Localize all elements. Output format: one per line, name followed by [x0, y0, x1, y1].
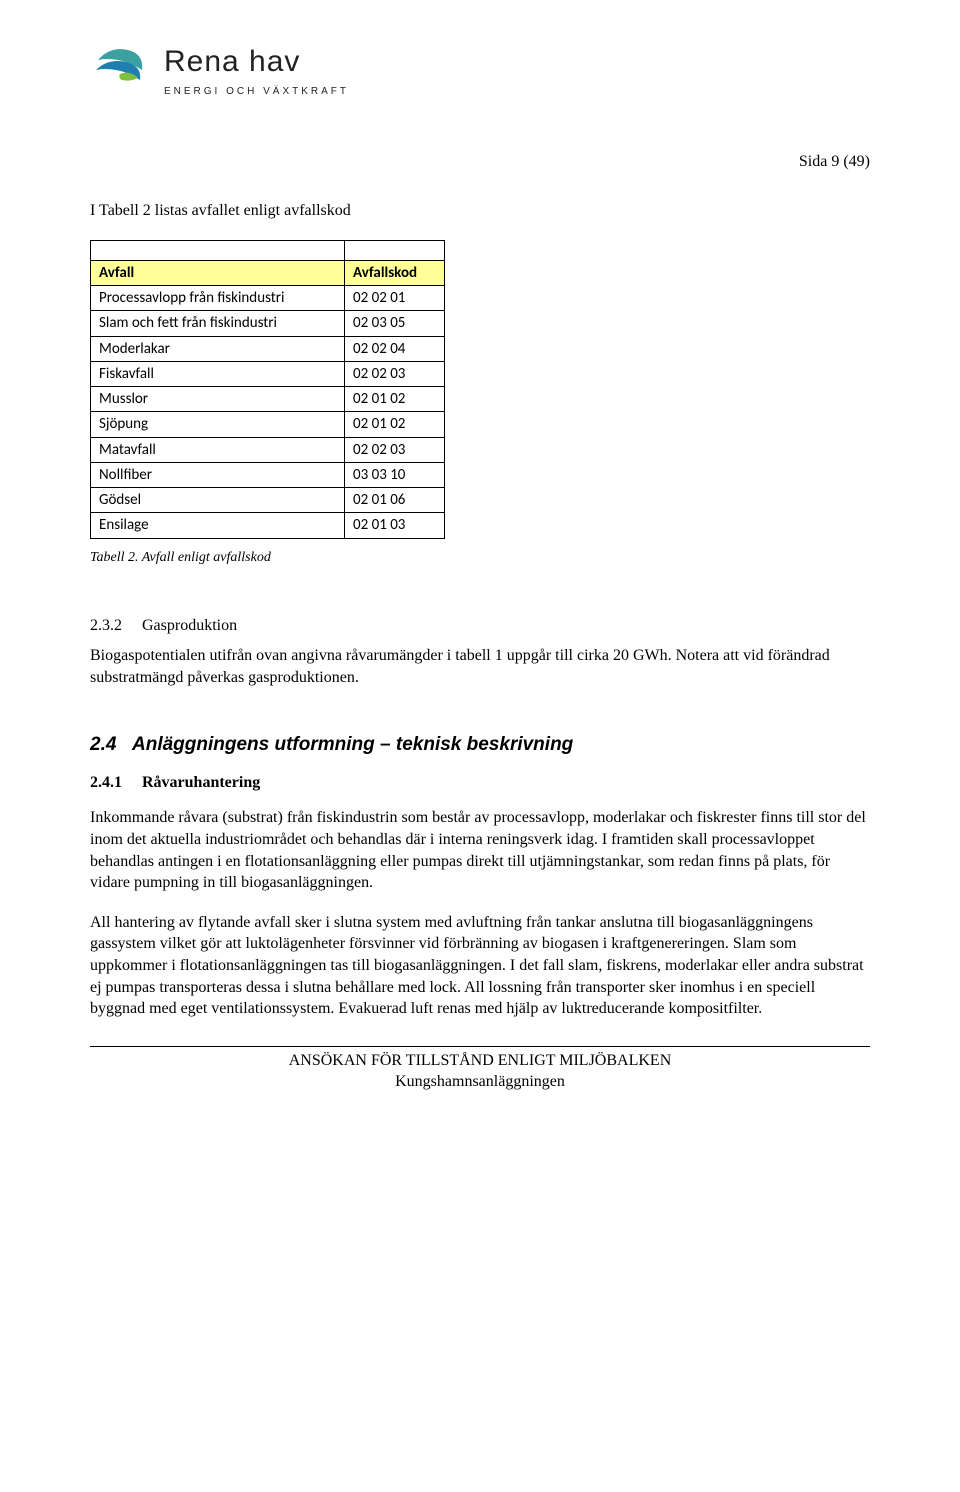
table-cell: Matavfall	[91, 437, 345, 462]
page-number: Sida 9 (49)	[90, 151, 870, 173]
section-241-p2: All hantering av flytande avfall sker i …	[90, 912, 870, 1020]
table-cell: Nollfiber	[91, 462, 345, 487]
footer-divider	[90, 1046, 870, 1047]
heading-title: Råvaruhantering	[142, 774, 260, 791]
table-cell: 02 01 06	[345, 488, 445, 513]
heading-number: 2.4	[90, 732, 132, 758]
intro-text: I Tabell 2 listas avfallet enligt avfall…	[90, 200, 870, 222]
table-cell: Musslor	[91, 387, 345, 412]
table-header-row: Avfall Avfallskod	[91, 260, 445, 285]
table-cell: 02 02 03	[345, 437, 445, 462]
table-cell: Fiskavfall	[91, 361, 345, 386]
table-cell: 03 03 10	[345, 462, 445, 487]
table-cell: 02 02 04	[345, 336, 445, 361]
table-cell: 02 02 01	[345, 286, 445, 311]
table-row: Ensilage02 01 03	[91, 513, 445, 538]
table-cell: 02 03 05	[345, 311, 445, 336]
logo-title: Rena hav	[164, 42, 349, 83]
table-header-cell: Avfall	[91, 260, 345, 285]
table-cell: Sjöpung	[91, 412, 345, 437]
heading-title: Anläggningens utformning – teknisk beskr…	[132, 734, 573, 755]
footer-line1: ANSÖKAN FÖR TILLSTÅND ENLIGT MILJÖBALKEN	[90, 1051, 870, 1072]
heading-title: Gasproduktion	[142, 617, 237, 634]
table-cell: Moderlakar	[91, 336, 345, 361]
table-row: Musslor02 01 02	[91, 387, 445, 412]
footer-line2: Kungshamnsanläggningen	[90, 1072, 870, 1093]
heading-24: 2.4Anläggningens utformning – teknisk be…	[90, 732, 870, 758]
table-row: Nollfiber03 03 10	[91, 462, 445, 487]
avfall-table: Avfall Avfallskod Processavlopp från fis…	[90, 240, 445, 539]
section-232-body: Biogaspotentialen utifrån ovan angivna r…	[90, 645, 870, 688]
heading-number: 2.3.2	[90, 615, 142, 637]
table-cell: Ensilage	[91, 513, 345, 538]
logo-subtitle: ENERGI OCH VÄXTKRAFT	[164, 85, 349, 99]
table-cell: Gödsel	[91, 488, 345, 513]
table-cell: 02 01 02	[345, 412, 445, 437]
table-cell: 02 01 02	[345, 387, 445, 412]
heading-241: 2.4.1Råvaruhantering	[90, 772, 870, 794]
section-241-p1: Inkommande råvara (substrat) från fiskin…	[90, 807, 870, 893]
logo-mark	[90, 40, 150, 101]
heading-232: 2.3.2Gasproduktion	[90, 615, 870, 637]
table-row: Sjöpung02 01 02	[91, 412, 445, 437]
table-row: Fiskavfall02 02 03	[91, 361, 445, 386]
logo-text: Rena hav ENERGI OCH VÄXTKRAFT	[164, 42, 349, 98]
table-row: Moderlakar02 02 04	[91, 336, 445, 361]
table-caption: Tabell 2. Avfall enligt avfallskod	[90, 549, 870, 568]
heading-number: 2.4.1	[90, 772, 142, 794]
table-row: Processavlopp från fiskindustri02 02 01	[91, 286, 445, 311]
table-row: Slam och fett från fiskindustri02 03 05	[91, 311, 445, 336]
table-cell: 02 01 03	[345, 513, 445, 538]
table-cell: Processavlopp från fiskindustri	[91, 286, 345, 311]
table-cell: 02 02 03	[345, 361, 445, 386]
table-header-cell: Avfallskod	[345, 260, 445, 285]
table-row: Matavfall02 02 03	[91, 437, 445, 462]
table-blank-row	[91, 240, 445, 260]
logo-block: Rena hav ENERGI OCH VÄXTKRAFT	[90, 40, 870, 101]
table-cell: Slam och fett från fiskindustri	[91, 311, 345, 336]
footer: ANSÖKAN FÖR TILLSTÅND ENLIGT MILJÖBALKEN…	[90, 1051, 870, 1093]
table-row: Gödsel02 01 06	[91, 488, 445, 513]
